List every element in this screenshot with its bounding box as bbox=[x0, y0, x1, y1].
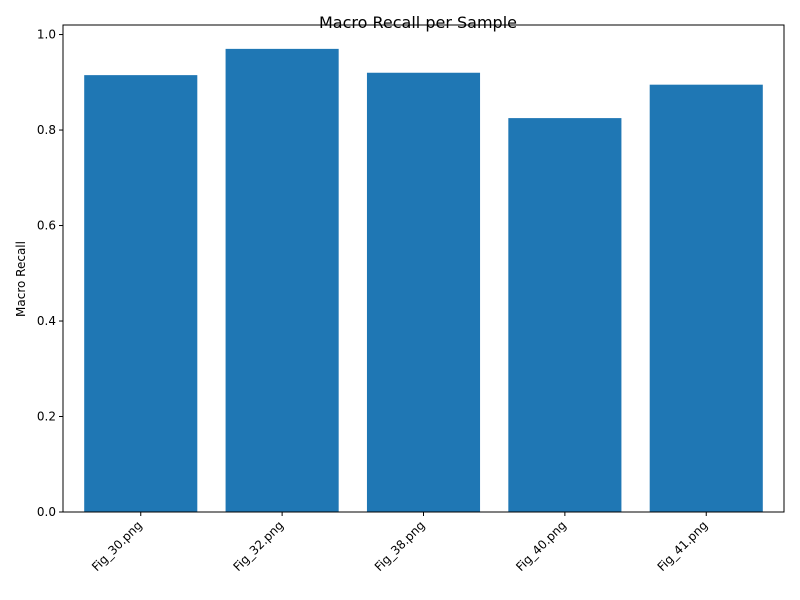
chart-title: Macro Recall per Sample bbox=[319, 13, 517, 32]
x-tick-label: Fig_30.png bbox=[89, 518, 145, 574]
plot-frame bbox=[62, 24, 785, 513]
x-tick-label: Fig_32.png bbox=[230, 518, 286, 574]
bar-Fig_40.png bbox=[508, 118, 622, 513]
y-ticks-group: 0.0 0.2 0.4 0.6 0.8 1.0 bbox=[37, 28, 63, 519]
y-tick-label: 0.0 bbox=[37, 505, 56, 519]
y-tick-label: 0.2 bbox=[37, 410, 56, 424]
y-tick-label: 0.8 bbox=[37, 123, 56, 137]
y-tick-label: 0.4 bbox=[37, 314, 56, 328]
bar-Fig_38.png bbox=[366, 72, 481, 513]
y-tick-label: 1.0 bbox=[37, 28, 56, 42]
x-tick-label: Fig_38.png bbox=[372, 518, 428, 574]
x-tick-label: Fig_41.png bbox=[655, 518, 711, 574]
bar-Fig_41.png bbox=[649, 84, 763, 513]
y-tick-label: 0.6 bbox=[37, 219, 56, 233]
x-ticks-group: Fig_30.png Fig_32.png Fig_38.png Fig_40.png… bbox=[89, 512, 710, 574]
x-tick-label: Fig_40.png bbox=[513, 518, 569, 574]
bar-Fig_32.png bbox=[225, 48, 339, 512]
bar-Fig_30.png bbox=[84, 75, 198, 512]
bars-group bbox=[84, 48, 763, 513]
y-axis-label: Macro Recall bbox=[14, 241, 28, 317]
